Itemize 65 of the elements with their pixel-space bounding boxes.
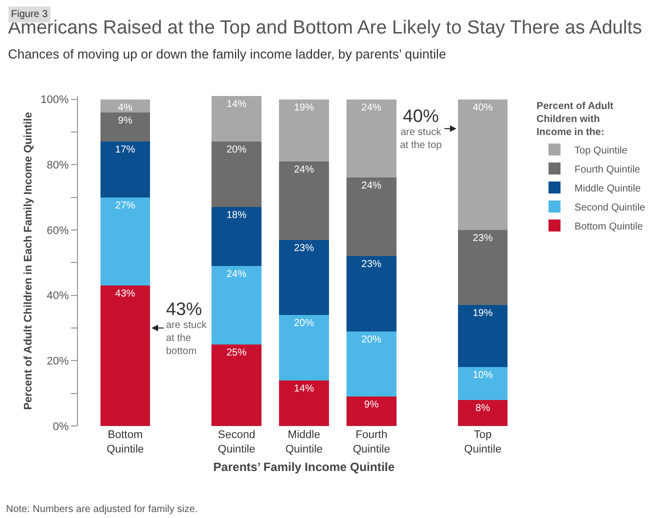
bar: [100, 286, 150, 426]
data-label: 9%: [118, 115, 133, 126]
bar: [458, 367, 508, 400]
y-tick-label: 40%: [46, 290, 70, 302]
data-label: 8%: [475, 402, 490, 414]
data-label: 23%: [472, 232, 493, 244]
legend-label: Top Quintile: [574, 145, 628, 156]
bar: [279, 240, 329, 315]
data-label: 23%: [361, 259, 382, 270]
data-label: 10%: [472, 370, 493, 382]
data-label: 19%: [472, 308, 493, 320]
y-tick-label: 60%: [46, 224, 70, 237]
data-label: 40%: [472, 102, 493, 114]
bar: [279, 314, 329, 380]
data-label: 24%: [294, 164, 314, 176]
caption: Figure 3: [11, 9, 48, 20]
y-axis-title: Percent of Adult Children in Each Family Income Quintile: [22, 112, 34, 410]
annotation: 43% are stuck at the bottom: [166, 299, 208, 357]
x-tick-label: Bottom Quintile: [106, 429, 144, 456]
text: Note: Numbers are adjusted for family size.: [6, 504, 198, 515]
data-label: 4%: [118, 102, 133, 114]
legend-label: Bottom Quintile: [574, 221, 644, 232]
data-label: 17%: [115, 144, 136, 156]
x-tick-label: Fourth Quintile: [352, 429, 390, 456]
bar: [458, 99, 508, 230]
x-tick-label: Top Quintile: [464, 429, 502, 456]
data-label: 27%: [115, 200, 136, 212]
chart-title: Americans Raised at the Top and Bottom Are Likely to Stay There as Adults: [8, 18, 642, 39]
annotation: 40% are stuck at the top: [400, 106, 442, 151]
bar: [100, 99, 150, 112]
data-label: 14%: [294, 383, 314, 394]
legend-label: Second Quintile: [574, 202, 646, 214]
bar: [458, 400, 508, 426]
legend-label: Fourth Quintile: [574, 164, 641, 176]
y-tick-label: 0%: [52, 420, 70, 433]
data-label: 20%: [294, 318, 314, 329]
data-label: 24%: [361, 180, 382, 192]
data-label: 18%: [226, 210, 247, 222]
bar: [279, 161, 329, 240]
legend-title: Percent of Adult Children with Income in the:: [536, 101, 614, 138]
data-label: 24%: [226, 268, 247, 280]
y-tick-label: 80%: [46, 159, 70, 172]
data-label: 43%: [115, 288, 136, 300]
bar: [100, 142, 150, 198]
bar: [100, 197, 150, 286]
bar: [279, 380, 329, 426]
data-label: 14%: [226, 99, 247, 110]
chart-subtitle: Chances of moving up or down the family income ladder, by parents’ quintile: [8, 46, 446, 62]
data-label: 24%: [361, 102, 382, 114]
data-label: 23%: [294, 242, 314, 254]
data-label: 25%: [226, 347, 247, 358]
legend-label: Middle Quintile: [574, 183, 642, 194]
bar: [458, 230, 508, 306]
bar: [458, 305, 508, 368]
x-tick-label: Middle Quintile: [285, 429, 323, 456]
x-axis-title: Parents’ Family Income Quintile: [213, 460, 396, 474]
y-tick-label: 100%: [40, 94, 70, 106]
data-label: 9%: [364, 400, 379, 411]
x-tick-label: Second Quintile: [218, 429, 256, 456]
bar: [100, 112, 150, 142]
y-tick-label: 20%: [46, 356, 70, 368]
data-label: 19%: [294, 102, 314, 114]
bar: [279, 99, 329, 162]
data-label: 20%: [361, 334, 382, 346]
data-label: 20%: [226, 144, 247, 156]
